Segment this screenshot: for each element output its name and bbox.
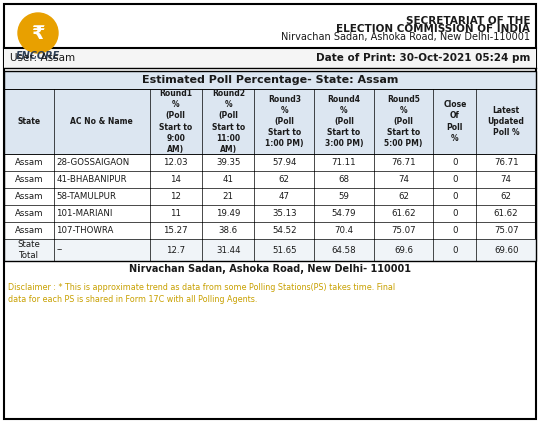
Text: 61.62: 61.62 <box>494 209 518 218</box>
Text: State: State <box>17 117 40 126</box>
Text: ₹: ₹ <box>31 24 45 42</box>
Text: 75.07: 75.07 <box>392 226 416 235</box>
Text: 76.71: 76.71 <box>494 158 518 167</box>
Text: 64.58: 64.58 <box>332 245 356 255</box>
Text: 47: 47 <box>279 192 290 201</box>
FancyBboxPatch shape <box>4 239 536 261</box>
Text: SECRETARIAT OF THE: SECRETARIAT OF THE <box>406 16 530 26</box>
Text: 107-THOWRA: 107-THOWRA <box>56 226 113 235</box>
Text: Date of Print: 30-Oct-2021 05:24 pm: Date of Print: 30-Oct-2021 05:24 pm <box>315 53 530 63</box>
Text: 0: 0 <box>452 175 457 184</box>
Text: AC No & Name: AC No & Name <box>70 117 133 126</box>
Text: Assam: Assam <box>15 158 43 167</box>
Text: Nirvachan Sadan, Ashoka Road, New Delhi- 110001: Nirvachan Sadan, Ashoka Road, New Delhi-… <box>129 264 411 274</box>
Text: 19.49: 19.49 <box>216 209 240 218</box>
Text: --: -- <box>56 245 62 255</box>
Text: 0: 0 <box>452 158 457 167</box>
Text: Estimated Poll Percentage- State: Assam: Estimated Poll Percentage- State: Assam <box>142 75 398 85</box>
Text: 12.03: 12.03 <box>164 158 188 167</box>
Text: 59: 59 <box>339 192 349 201</box>
FancyBboxPatch shape <box>4 71 536 89</box>
Circle shape <box>18 13 58 53</box>
Text: 39.35: 39.35 <box>216 158 240 167</box>
Text: 41: 41 <box>223 175 234 184</box>
Text: State
Total: State Total <box>18 240 40 260</box>
Text: 38.6: 38.6 <box>219 226 238 235</box>
Text: 54.52: 54.52 <box>272 226 296 235</box>
Text: 51.65: 51.65 <box>272 245 296 255</box>
Text: 35.13: 35.13 <box>272 209 296 218</box>
Text: Assam: Assam <box>15 209 43 218</box>
Text: 54.79: 54.79 <box>332 209 356 218</box>
Text: 0: 0 <box>452 192 457 201</box>
Text: 76.71: 76.71 <box>392 158 416 167</box>
Text: Round4
%
(Poll
Start to
3:00 PM): Round4 % (Poll Start to 3:00 PM) <box>325 95 363 148</box>
Text: 62: 62 <box>398 192 409 201</box>
FancyBboxPatch shape <box>4 4 536 419</box>
Text: 71.11: 71.11 <box>332 158 356 167</box>
Text: 62: 62 <box>279 175 290 184</box>
Text: 12: 12 <box>170 192 181 201</box>
Bar <box>4 71 536 261</box>
Text: 58-TAMULPUR: 58-TAMULPUR <box>56 192 116 201</box>
Text: 61.62: 61.62 <box>392 209 416 218</box>
Text: 75.07: 75.07 <box>494 226 518 235</box>
Text: 69.60: 69.60 <box>494 245 518 255</box>
Text: 21: 21 <box>223 192 234 201</box>
Text: 0: 0 <box>452 209 457 218</box>
Text: 68: 68 <box>339 175 349 184</box>
FancyBboxPatch shape <box>4 89 536 154</box>
Text: 70.4: 70.4 <box>334 226 354 235</box>
Text: 28-GOSSAIGAON: 28-GOSSAIGAON <box>56 158 130 167</box>
Text: 57.94: 57.94 <box>272 158 296 167</box>
Text: 14: 14 <box>170 175 181 184</box>
Text: 0: 0 <box>452 226 457 235</box>
Text: Latest
Updated
Poll %: Latest Updated Poll % <box>488 106 525 137</box>
Text: 15.27: 15.27 <box>164 226 188 235</box>
Text: 62: 62 <box>501 192 512 201</box>
Text: Assam: Assam <box>15 192 43 201</box>
Text: 101-MARIANI: 101-MARIANI <box>56 209 112 218</box>
Text: 74: 74 <box>501 175 512 184</box>
Text: Assam: Assam <box>15 226 43 235</box>
Text: 31.44: 31.44 <box>216 245 240 255</box>
Text: 41-BHABANIPUR: 41-BHABANIPUR <box>56 175 127 184</box>
Text: Round2
%
(Poll
Start to
11:00
AM): Round2 % (Poll Start to 11:00 AM) <box>212 89 245 154</box>
FancyBboxPatch shape <box>4 48 536 68</box>
Text: Assam: Assam <box>15 175 43 184</box>
Text: ENCORE: ENCORE <box>16 51 60 61</box>
Text: Round3
%
(Poll
Start to
1:00 PM): Round3 % (Poll Start to 1:00 PM) <box>265 95 303 148</box>
Text: 0: 0 <box>452 245 457 255</box>
Text: Close
Of
Poll
%: Close Of Poll % <box>443 100 467 143</box>
Text: Round1
%
(Poll
Start to
9:00
AM): Round1 % (Poll Start to 9:00 AM) <box>159 89 192 154</box>
Text: User: Assam: User: Assam <box>10 53 75 63</box>
Text: Round5
%
(Poll
Start to
5:00 PM): Round5 % (Poll Start to 5:00 PM) <box>384 95 423 148</box>
Text: ELECTION COMMISSION OF INDIA: ELECTION COMMISSION OF INDIA <box>336 24 530 34</box>
Text: 74: 74 <box>398 175 409 184</box>
Text: Disclaimer : * This is approximate trend as data from some Polling Stations(PS) : Disclaimer : * This is approximate trend… <box>8 283 395 304</box>
Text: 12.7: 12.7 <box>166 245 185 255</box>
Text: 11: 11 <box>170 209 181 218</box>
Text: 69.6: 69.6 <box>394 245 413 255</box>
Text: Nirvachan Sadan, Ashoka Road, New Delhi-110001: Nirvachan Sadan, Ashoka Road, New Delhi-… <box>281 32 530 42</box>
